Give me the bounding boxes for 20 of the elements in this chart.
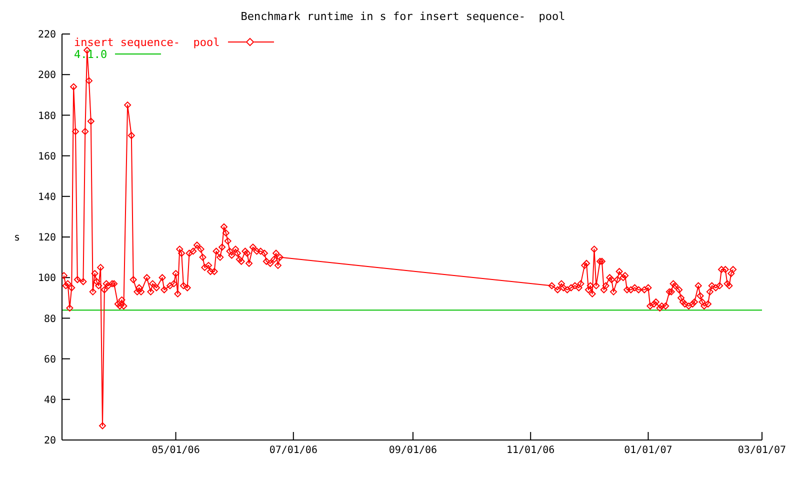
x-tick-label: 09/01/06 <box>388 445 438 456</box>
y-axis-title: s <box>14 232 20 244</box>
x-tick-label: 01/01/07 <box>624 445 672 456</box>
x-tick-label: 07/01/06 <box>269 445 318 456</box>
y-tick-label: 100 <box>38 273 56 284</box>
y-tick-label: 220 <box>38 30 56 41</box>
y-tick-label: 140 <box>38 192 56 203</box>
x-tick-label: 05/01/06 <box>152 445 200 456</box>
y-tick-label: 40 <box>44 394 56 406</box>
y-tick-label: 180 <box>38 110 56 122</box>
x-tick-label: 11/01/06 <box>506 445 555 456</box>
y-tick-label: 20 <box>44 436 56 447</box>
y-tick-label: 160 <box>38 151 56 162</box>
y-tick-label: 200 <box>38 70 56 82</box>
y-tick-label: 80 <box>44 314 56 325</box>
legend-label: insert sequence- pool <box>74 36 220 48</box>
y-tick-label: 120 <box>38 232 56 244</box>
x-tick-label: 03/01/07 <box>738 445 786 456</box>
y-tick-label: 60 <box>44 354 56 366</box>
chart-title: Benchmark runtime in s for insert sequence- pool <box>240 9 566 25</box>
